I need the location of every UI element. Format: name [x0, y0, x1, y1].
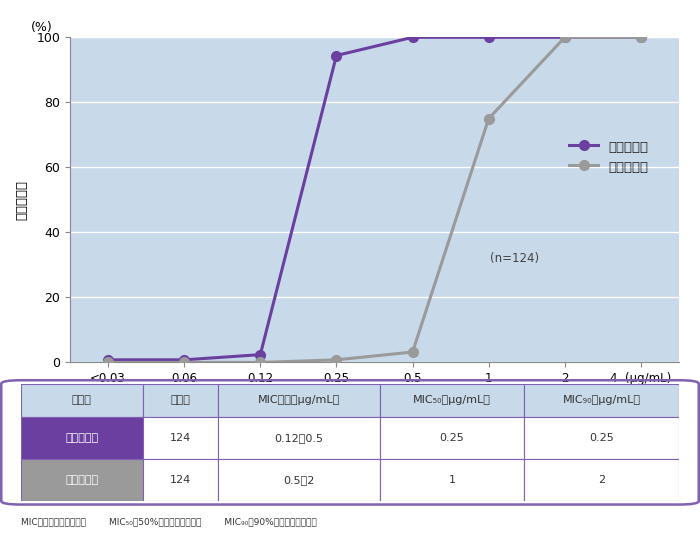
Text: 0.25: 0.25	[440, 433, 464, 443]
Bar	[143, 384, 218, 417]
Text: 0.5～2: 0.5～2	[284, 475, 315, 485]
Text: 124: 124	[170, 433, 191, 443]
Bar	[21, 459, 143, 501]
Text: 0.25: 0.25	[589, 433, 614, 443]
リネゾリド	[484, 116, 493, 122]
Line: テジゾリド: テジゾリド	[103, 33, 646, 365]
Text: 124: 124	[170, 475, 191, 485]
リネゾリド	[408, 349, 416, 355]
Bar	[143, 417, 218, 459]
Text: 菌株数: 菌株数	[171, 395, 190, 406]
Bar	[379, 417, 524, 459]
Bar	[143, 459, 218, 501]
Text: MIC範囲（μg/mL）: MIC範囲（μg/mL）	[258, 395, 340, 406]
Text: (%): (%)	[30, 21, 52, 34]
Bar	[21, 417, 143, 459]
リネゾリド	[256, 359, 265, 366]
テジゾリド	[180, 357, 188, 363]
リネゾリド	[332, 357, 341, 363]
Text: 2: 2	[598, 475, 606, 485]
Text: 薬剖名: 薬剖名	[72, 395, 92, 406]
Line: リネゾリド: リネゾリド	[103, 33, 646, 367]
リネゾリド	[104, 359, 112, 366]
Text: (n=124): (n=124)	[490, 252, 539, 265]
Text: MIC₅₀（μg/mL）: MIC₅₀（μg/mL）	[413, 395, 491, 406]
Text: リネゾリド: リネゾリド	[65, 475, 99, 485]
Bar	[524, 417, 679, 459]
テジゾリド	[637, 34, 645, 41]
Bar	[218, 459, 379, 501]
テジゾリド	[332, 52, 341, 59]
Text: MIC：最小発育防止濃度        MIC₅₀：50%最小発育防止濃度        MIC₉₀：90%最小発育防止濃度: MIC：最小発育防止濃度 MIC₅₀：50%最小発育防止濃度 MIC₉₀：90%…	[21, 518, 316, 527]
Bar	[379, 384, 524, 417]
テジゾリド	[561, 34, 569, 41]
リネゾリド	[180, 359, 188, 366]
X-axis label: MIC: MIC	[360, 392, 388, 407]
Bar	[524, 459, 679, 501]
Text: テジゾリド: テジゾリド	[65, 433, 99, 443]
Bar	[218, 417, 379, 459]
テジゾリド	[408, 34, 416, 41]
Text: MIC₉₀（μg/mL）: MIC₉₀（μg/mL）	[563, 395, 640, 406]
Bar	[524, 384, 679, 417]
Text: 0.12～0.5: 0.12～0.5	[274, 433, 323, 443]
Bar	[379, 459, 524, 501]
テジゾリド	[484, 34, 493, 41]
Y-axis label: 累積百分率: 累積百分率	[15, 180, 28, 220]
Bar	[21, 384, 143, 417]
Bar	[218, 384, 379, 417]
Text: 1: 1	[449, 475, 456, 485]
テジゾリド	[256, 351, 265, 358]
Legend: テジゾリド, リネゾリド: テジゾリド, リネゾリド	[564, 135, 654, 179]
テジゾリド	[104, 357, 112, 363]
リネゾリド	[561, 34, 569, 41]
リネゾリド	[637, 34, 645, 41]
